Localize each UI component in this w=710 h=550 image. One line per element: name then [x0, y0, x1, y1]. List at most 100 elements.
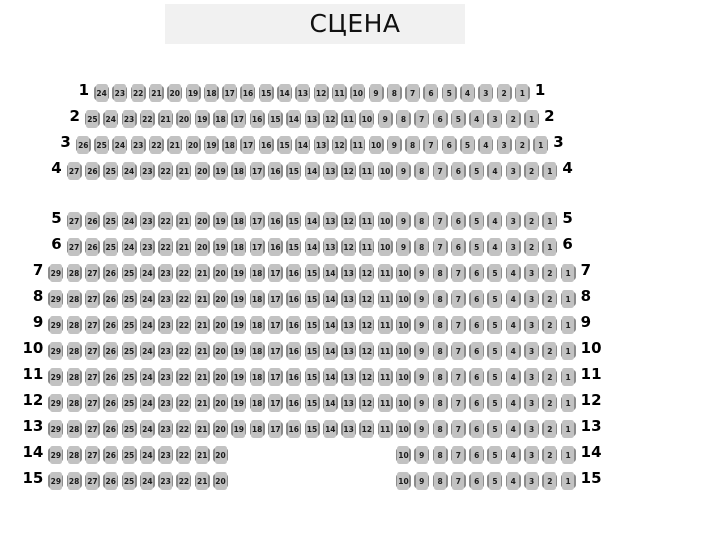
- seat-row1-num3[interactable]: 3: [478, 83, 494, 102]
- seat-row3-num8[interactable]: 8: [405, 135, 421, 154]
- seat-row6-num1[interactable]: 1: [542, 237, 558, 256]
- seat-row14-num8[interactable]: 8: [432, 445, 448, 464]
- seat-row4-num4[interactable]: 4: [487, 161, 503, 180]
- seat-row13-num4[interactable]: 4: [505, 419, 521, 438]
- seat-row2-num7[interactable]: 7: [414, 109, 430, 128]
- seat-row6-num27[interactable]: 27: [66, 237, 82, 256]
- seat-row10-num29[interactable]: 29: [48, 341, 64, 360]
- seat-row11-num9[interactable]: 9: [414, 367, 430, 386]
- seat-row7-num23[interactable]: 23: [158, 263, 174, 282]
- seat-row9-num20[interactable]: 20: [213, 315, 229, 334]
- seat-row10-num19[interactable]: 19: [231, 341, 247, 360]
- seat-row10-num9[interactable]: 9: [414, 341, 430, 360]
- seat-row8-num7[interactable]: 7: [450, 289, 466, 308]
- seat-row14-num25[interactable]: 25: [121, 445, 137, 464]
- seat-row12-num3[interactable]: 3: [524, 393, 540, 412]
- seat-row13-num20[interactable]: 20: [213, 419, 229, 438]
- seat-row2-num23[interactable]: 23: [121, 109, 137, 128]
- seat-row4-num27[interactable]: 27: [66, 161, 82, 180]
- seat-row12-num13[interactable]: 13: [341, 393, 357, 412]
- seat-row11-num19[interactable]: 19: [231, 367, 247, 386]
- seat-row1-num23[interactable]: 23: [112, 83, 128, 102]
- seat-row5-num4[interactable]: 4: [487, 211, 503, 230]
- seat-row4-num23[interactable]: 23: [139, 161, 155, 180]
- seat-row6-num21[interactable]: 21: [176, 237, 192, 256]
- seat-row11-num13[interactable]: 13: [341, 367, 357, 386]
- seat-row11-num25[interactable]: 25: [121, 367, 137, 386]
- seat-row15-num23[interactable]: 23: [158, 471, 174, 490]
- seat-row15-num3[interactable]: 3: [524, 471, 540, 490]
- seat-row11-num28[interactable]: 28: [66, 367, 82, 386]
- seat-row3-num10[interactable]: 10: [368, 135, 384, 154]
- seat-row4-num5[interactable]: 5: [469, 161, 485, 180]
- seat-row7-num1[interactable]: 1: [560, 263, 576, 282]
- seat-row3-num26[interactable]: 26: [75, 135, 91, 154]
- seat-row5-num21[interactable]: 21: [176, 211, 192, 230]
- seat-row7-num9[interactable]: 9: [414, 263, 430, 282]
- seat-row15-num10[interactable]: 10: [395, 471, 411, 490]
- seat-row1-num15[interactable]: 15: [258, 83, 274, 102]
- seat-row10-num7[interactable]: 7: [450, 341, 466, 360]
- seat-row11-num26[interactable]: 26: [103, 367, 119, 386]
- seat-row15-num5[interactable]: 5: [487, 471, 503, 490]
- seat-row2-num16[interactable]: 16: [249, 109, 265, 128]
- seat-row6-num11[interactable]: 11: [359, 237, 375, 256]
- seat-row11-num1[interactable]: 1: [560, 367, 576, 386]
- seat-row9-num3[interactable]: 3: [524, 315, 540, 334]
- seat-row9-num2[interactable]: 2: [542, 315, 558, 334]
- seat-row12-num25[interactable]: 25: [121, 393, 137, 412]
- seat-row14-num5[interactable]: 5: [487, 445, 503, 464]
- seat-row6-num16[interactable]: 16: [267, 237, 283, 256]
- seat-row9-num1[interactable]: 1: [560, 315, 576, 334]
- seat-row12-num7[interactable]: 7: [450, 393, 466, 412]
- seat-row14-num26[interactable]: 26: [103, 445, 119, 464]
- seat-row8-num14[interactable]: 14: [322, 289, 338, 308]
- seat-row8-num17[interactable]: 17: [267, 289, 283, 308]
- seat-row4-num16[interactable]: 16: [267, 161, 283, 180]
- seat-row3-num15[interactable]: 15: [277, 135, 293, 154]
- seat-row15-num26[interactable]: 26: [103, 471, 119, 490]
- seat-row5-num3[interactable]: 3: [505, 211, 521, 230]
- seat-row1-num7[interactable]: 7: [405, 83, 421, 102]
- seat-row5-num22[interactable]: 22: [158, 211, 174, 230]
- seat-row8-num2[interactable]: 2: [542, 289, 558, 308]
- seat-row6-num13[interactable]: 13: [322, 237, 338, 256]
- seat-row13-num6[interactable]: 6: [469, 419, 485, 438]
- seat-row10-num28[interactable]: 28: [66, 341, 82, 360]
- seat-row1-num13[interactable]: 13: [295, 83, 311, 102]
- seat-row1-num6[interactable]: 6: [423, 83, 439, 102]
- seat-row11-num29[interactable]: 29: [48, 367, 64, 386]
- seat-row11-num15[interactable]: 15: [304, 367, 320, 386]
- seat-row10-num10[interactable]: 10: [395, 341, 411, 360]
- seat-row13-num21[interactable]: 21: [194, 419, 210, 438]
- seat-row2-num18[interactable]: 18: [213, 109, 229, 128]
- seat-row1-num12[interactable]: 12: [313, 83, 329, 102]
- seat-row1-num8[interactable]: 8: [386, 83, 402, 102]
- seat-row9-num29[interactable]: 29: [48, 315, 64, 334]
- seat-row12-num11[interactable]: 11: [377, 393, 393, 412]
- seat-row6-num9[interactable]: 9: [395, 237, 411, 256]
- seat-row1-num17[interactable]: 17: [222, 83, 238, 102]
- seat-row6-num14[interactable]: 14: [304, 237, 320, 256]
- seat-row15-num20[interactable]: 20: [213, 471, 229, 490]
- seat-row5-num20[interactable]: 20: [194, 211, 210, 230]
- seat-row10-num24[interactable]: 24: [139, 341, 155, 360]
- seat-row2-num13[interactable]: 13: [304, 109, 320, 128]
- seat-row6-num6[interactable]: 6: [450, 237, 466, 256]
- seat-row12-num12[interactable]: 12: [359, 393, 375, 412]
- seat-row5-num14[interactable]: 14: [304, 211, 320, 230]
- seat-row5-num16[interactable]: 16: [267, 211, 283, 230]
- seat-row7-num22[interactable]: 22: [176, 263, 192, 282]
- seat-row7-num15[interactable]: 15: [304, 263, 320, 282]
- seat-row1-num11[interactable]: 11: [331, 83, 347, 102]
- seat-row2-num17[interactable]: 17: [231, 109, 247, 128]
- seat-row10-num21[interactable]: 21: [194, 341, 210, 360]
- seat-row8-num28[interactable]: 28: [66, 289, 82, 308]
- seat-row7-num2[interactable]: 2: [542, 263, 558, 282]
- seat-row15-num1[interactable]: 1: [560, 471, 576, 490]
- seat-row13-num15[interactable]: 15: [304, 419, 320, 438]
- seat-row13-num14[interactable]: 14: [322, 419, 338, 438]
- seat-row5-num5[interactable]: 5: [469, 211, 485, 230]
- seat-row14-num20[interactable]: 20: [213, 445, 229, 464]
- seat-row15-num24[interactable]: 24: [139, 471, 155, 490]
